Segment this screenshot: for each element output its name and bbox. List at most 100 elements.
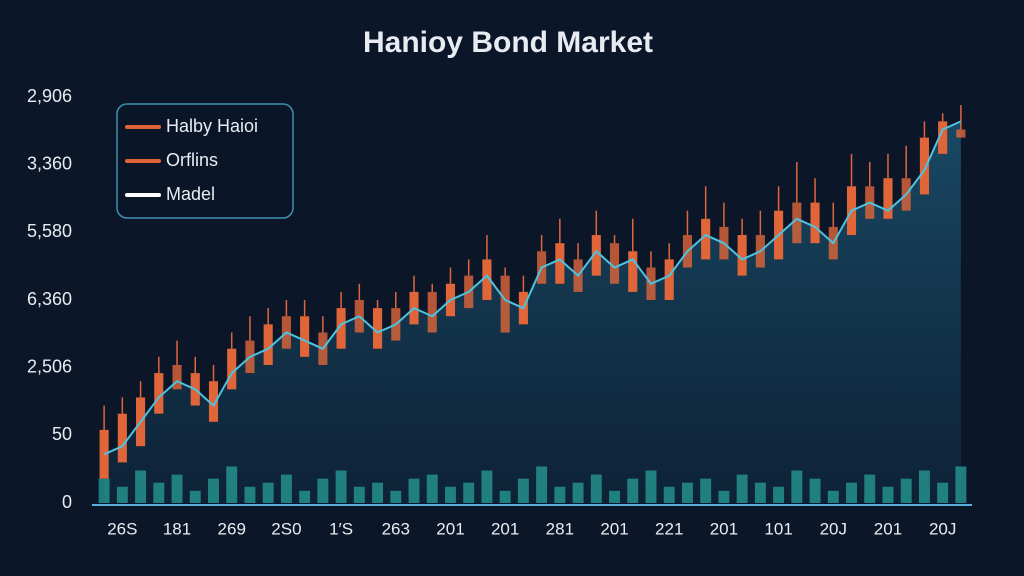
x-tick-label: 20J [820,519,847,538]
volume-bar [900,478,912,503]
candle [883,178,893,219]
candle [609,243,620,284]
x-tick-label: 263 [382,519,410,538]
candle [810,202,820,244]
volume-bar [627,478,639,503]
volume-bar [882,486,894,503]
candle [500,275,510,333]
volume-bar [445,486,456,503]
volume-bar [481,470,493,503]
volume-bar [663,486,675,503]
legend-items: Halby Haioi Orflins Madel [125,116,258,204]
volume-bar [754,482,766,503]
x-tick-label: 201 [436,519,464,538]
volume-bar [153,482,165,503]
volume-bar [499,490,511,503]
candle [591,235,601,276]
volume-bar [864,474,876,503]
candle [208,381,219,422]
candle [99,429,109,479]
volume-bar [390,490,402,503]
volume-bar [809,478,821,503]
volume-bar [135,470,147,503]
candle [154,373,164,414]
candle [427,291,437,333]
volume-bar [98,478,110,503]
y-axis-label: 2,506 [27,356,72,376]
candle [701,218,711,260]
legend-label: Halby Haioi [166,116,258,136]
candle [336,308,346,349]
volume-bar [299,490,311,503]
x-tick-label: 20J [929,519,956,538]
area [104,121,961,504]
volume-bar [317,478,329,503]
volume-bar [335,470,347,503]
plot [98,105,967,504]
x-tick-label: 281 [546,519,574,538]
volume-bar [590,474,602,503]
x-tick-label: 269 [218,519,246,538]
volume-bar [262,482,274,503]
y-axis-label: 50 [52,424,72,444]
x-tick-label: 26S [107,519,137,538]
candle [117,413,127,463]
volume-bar [408,478,420,503]
volume-bar [171,474,183,503]
volume-bar [463,482,475,503]
candle [938,121,948,154]
candle [628,251,638,292]
y-axis-label: 6,360 [27,289,72,309]
x-tick-label: 201 [874,519,902,538]
candle [263,324,273,365]
x-tick-label: 201 [491,519,519,538]
volume-bar [645,470,657,503]
volume-bar [773,486,785,503]
volume-bar [116,486,128,503]
candle [792,202,802,244]
candle [482,259,492,300]
candle [956,129,966,138]
volume-bar [244,486,256,503]
volume-bar [609,490,620,503]
volume-bar [955,466,967,503]
x-tick-label: 201 [600,519,628,538]
volume-bar [681,482,693,503]
x-tick-label: 181 [163,519,191,538]
volume-bar [937,482,949,503]
x-tick-label: 1′S [329,519,353,538]
volume-bar [572,482,584,503]
volume-bar [517,478,529,503]
candle [555,243,565,284]
volume-bar [827,490,839,503]
candle [919,137,929,195]
x-tick-label: 101 [764,519,792,538]
volume-bar [208,478,219,503]
line [103,120,962,456]
volume-bar [372,482,384,503]
candle [372,308,383,349]
volume-bar [718,490,730,503]
x-tick-label: 221 [655,519,683,538]
volume-bar [536,466,548,503]
volume-bar [280,474,292,503]
volume-bar [736,474,748,503]
volume-bar [353,486,365,503]
volume-bar [918,470,930,503]
volume-bar [700,478,712,503]
y-axis-label: 0 [62,492,72,512]
legend-label: Madel [166,184,215,204]
volume-bar [226,466,238,503]
volume-bar [791,470,803,503]
candle [737,235,747,276]
volume-bar [426,474,438,503]
volume-bar [846,482,857,503]
y-axis-label: 3,360 [27,153,72,173]
volume-bar [189,490,201,503]
volume-bar [554,486,566,503]
chart-title: Hanioy Bond Market [363,26,653,59]
y-axis-label: 2,906 [27,86,72,106]
legend [116,103,294,219]
x-tick-label: 201 [710,519,738,538]
